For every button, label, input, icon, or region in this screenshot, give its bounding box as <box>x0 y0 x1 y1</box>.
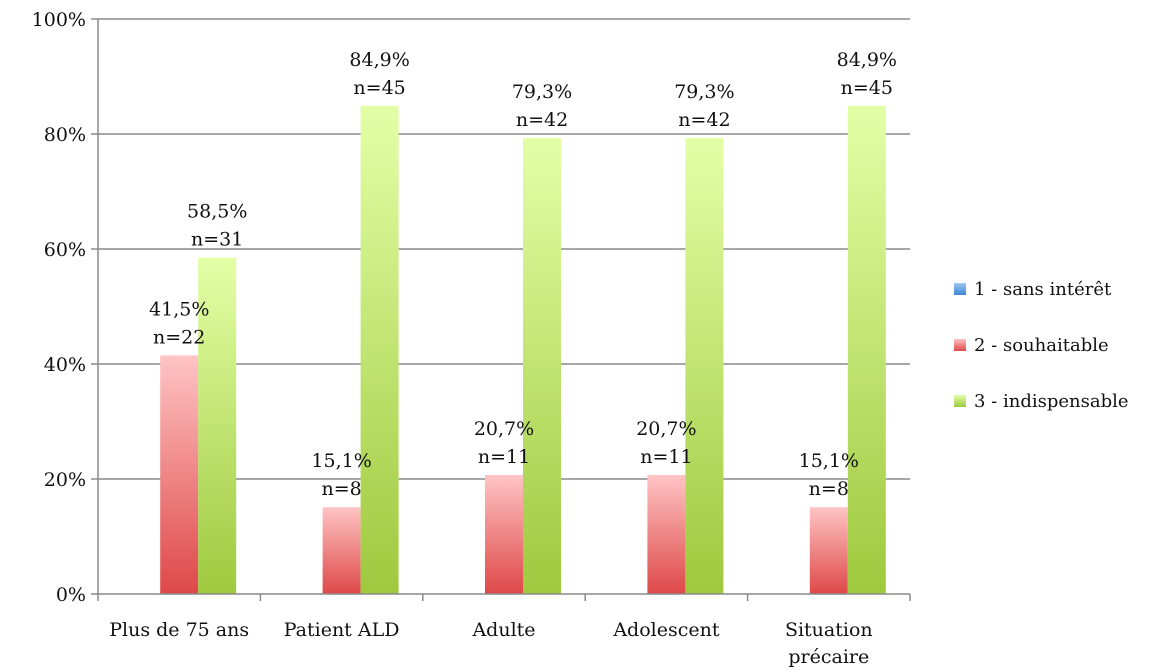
legend-swatch <box>954 395 966 407</box>
data-label: n=42 <box>678 109 730 131</box>
data-label: n=11 <box>640 446 692 468</box>
category-label: Patient ALD <box>284 619 400 641</box>
data-label: 15,1% <box>799 450 859 472</box>
data-label: n=45 <box>841 77 893 99</box>
category-label: Adulte <box>471 619 535 641</box>
data-label: n=11 <box>478 446 530 468</box>
data-label: 20,7% <box>636 418 696 440</box>
y-tick-label: 40% <box>44 354 86 376</box>
data-label: 41,5% <box>149 298 209 320</box>
data-label: 79,3% <box>674 81 734 103</box>
category-label: Adolescent <box>612 619 720 641</box>
y-tick-label: 60% <box>44 239 86 261</box>
y-tick-label: 20% <box>44 469 86 491</box>
bar <box>809 507 848 594</box>
category-label: Situation <box>785 619 873 641</box>
data-label: 15,1% <box>311 450 371 472</box>
data-label: n=45 <box>353 77 405 99</box>
y-tick-label: 100% <box>32 9 86 31</box>
y-tick-label: 0% <box>56 584 86 606</box>
data-label: n=42 <box>516 109 568 131</box>
bar <box>160 355 199 594</box>
legend-swatch <box>954 283 966 295</box>
bar <box>685 138 724 594</box>
data-label: 58,5% <box>187 201 247 223</box>
data-label: n=8 <box>809 478 849 500</box>
bar <box>360 105 399 594</box>
category-label: Plus de 75 ans <box>109 619 249 641</box>
bar <box>485 474 523 594</box>
legend-label: 3 - indispensable <box>974 391 1129 412</box>
category-label: précaire <box>788 646 869 668</box>
legend-label: 1 - sans intérêt <box>974 279 1112 300</box>
data-label: n=31 <box>191 229 243 251</box>
bar <box>523 138 561 594</box>
bar <box>847 105 886 594</box>
data-label: 79,3% <box>512 81 572 103</box>
data-label: 84,9% <box>837 49 897 71</box>
bar <box>647 474 686 594</box>
y-tick-label: 80% <box>44 124 86 146</box>
data-label: n=22 <box>153 326 205 348</box>
data-label: 20,7% <box>474 418 534 440</box>
bar <box>322 507 361 594</box>
data-label: 84,9% <box>349 49 409 71</box>
legend-swatch <box>954 339 966 351</box>
bar <box>198 257 237 594</box>
data-label: n=8 <box>321 478 361 500</box>
legend-label: 2 - souhaitable <box>974 335 1109 356</box>
